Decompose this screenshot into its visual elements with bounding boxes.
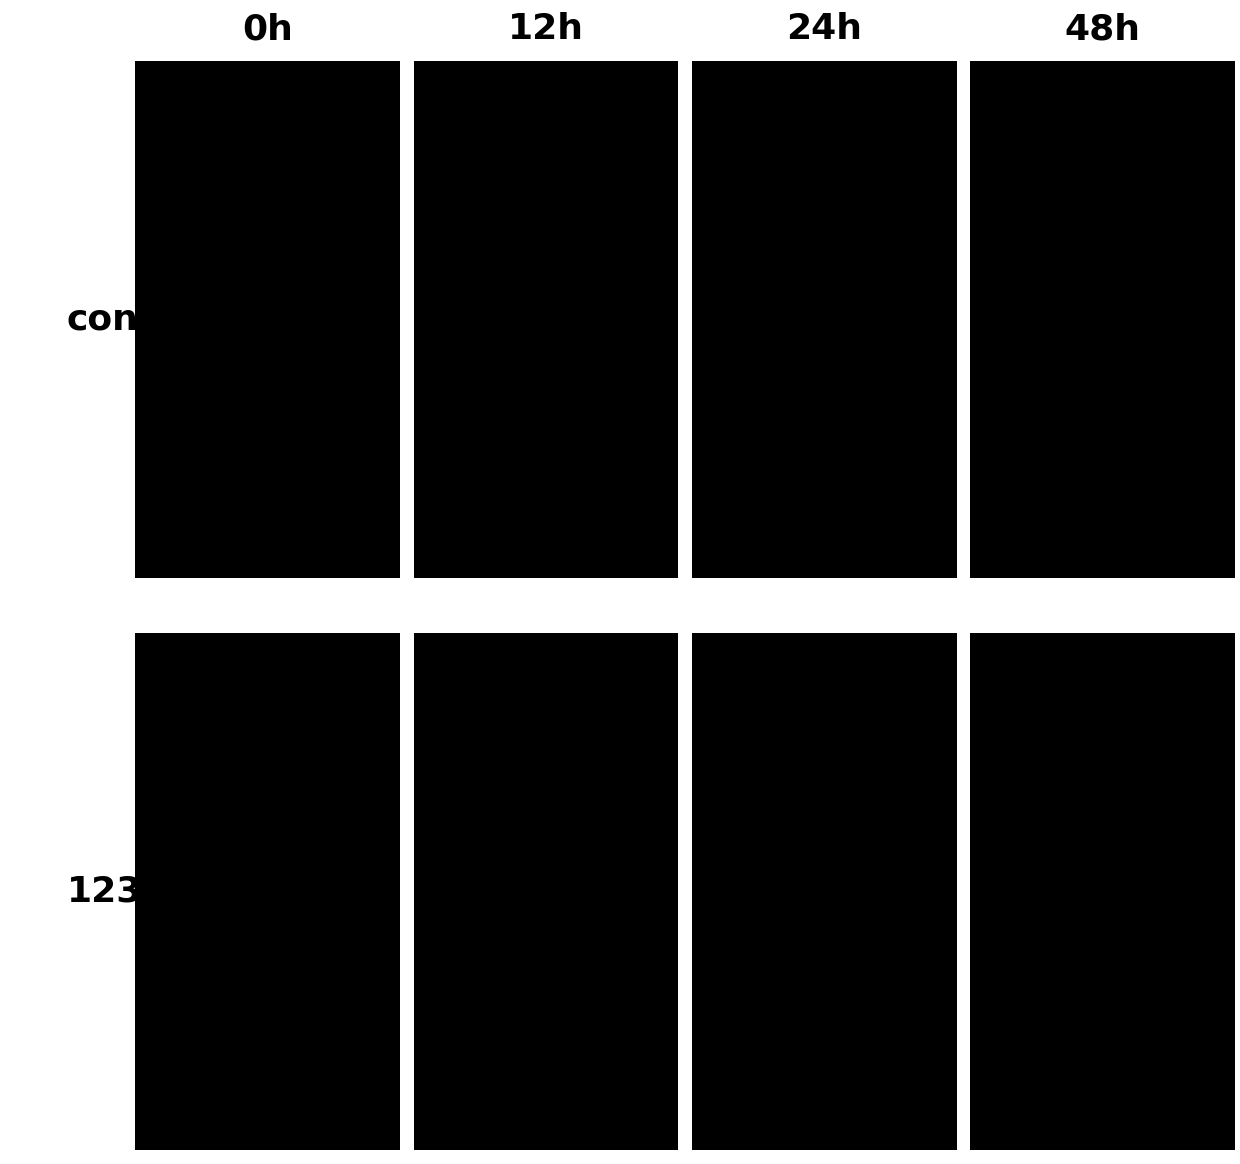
Text: 1233: 1233	[67, 874, 167, 908]
Text: control: control	[67, 303, 211, 336]
Text: 24h: 24h	[786, 12, 862, 47]
Text: 48h: 48h	[1065, 12, 1141, 47]
Text: 12h: 12h	[508, 12, 584, 47]
Text: 0h: 0h	[242, 12, 293, 47]
